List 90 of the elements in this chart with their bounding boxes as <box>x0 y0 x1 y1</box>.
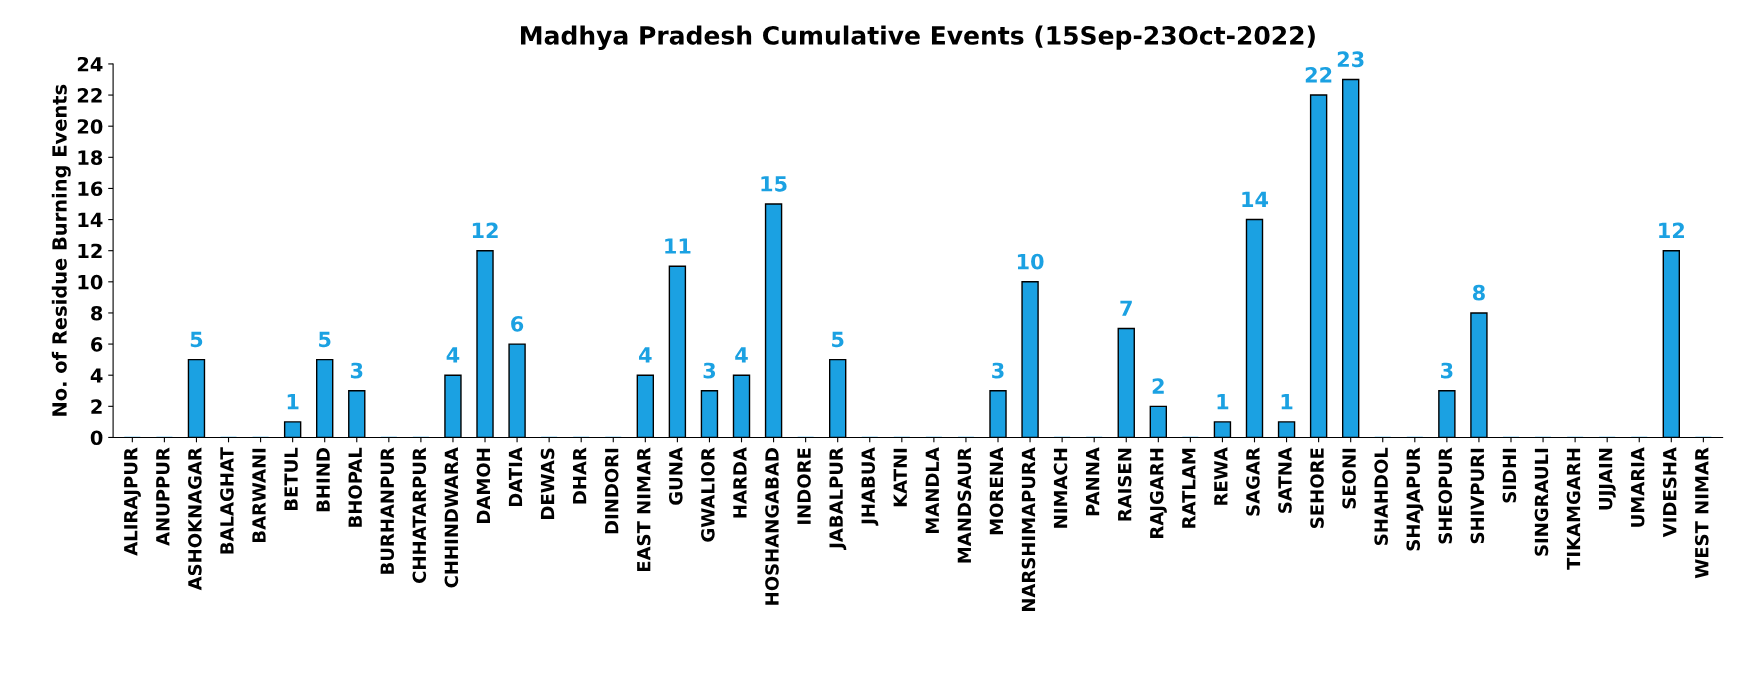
data-label: 2 <box>1152 378 1164 394</box>
x-tick-label: INDORE <box>797 448 811 524</box>
y-tick-label: 6 <box>91 337 103 352</box>
chart-title: Madhya Pradesh Cumulative Events (15Sep-23Oct-2022) <box>521 25 1315 50</box>
y-tick-label: 4 <box>90 368 103 383</box>
x-tick-label: MANDSAUR <box>957 447 972 563</box>
data-label: 1 <box>1217 394 1229 410</box>
y-tick-label: 20 <box>77 119 103 134</box>
x-tick-label: REWA <box>1214 447 1228 505</box>
x-tick-label: JHABUA <box>861 447 879 526</box>
x-tick-label: VIDESHA <box>1662 447 1677 538</box>
x-tick-label: DHAR <box>573 447 587 504</box>
y-tick-label: 0 <box>90 430 103 446</box>
x-tick-label: GUNA <box>668 447 683 505</box>
data-label: 5 <box>319 331 331 348</box>
data-label: 5 <box>190 331 203 348</box>
x-tick-label: CHHATARPUR <box>412 447 427 583</box>
x-tick-label: BHOPAL <box>348 447 363 527</box>
y-tick-label: 2 <box>91 399 102 414</box>
x-tick-label: RATLAM <box>1182 448 1196 528</box>
data-label: 1 <box>1281 394 1293 410</box>
data-label: 7 <box>1120 300 1132 316</box>
y-tick-label: 22 <box>77 88 102 103</box>
data-label: 3 <box>992 362 1004 379</box>
y-axis-title: No. of Residue Burning Events <box>51 84 71 416</box>
x-tick-label: DAMOH <box>476 448 491 523</box>
x-tick-label: RAJGARH <box>1149 448 1167 538</box>
y-tick-label: 18 <box>78 150 103 165</box>
x-tick-label: UMARIA <box>1631 447 1645 527</box>
x-tick-label: BETUL <box>284 447 298 511</box>
data-label: 14 <box>1242 191 1269 207</box>
data-label: 5 <box>832 331 844 348</box>
x-tick-label: SHIVPURI <box>1470 448 1485 544</box>
x-tick-label: BARWANI <box>252 448 266 543</box>
x-tick-label: DINDORI <box>604 448 619 534</box>
x-tick-label: DATIA <box>508 447 523 507</box>
x-tick-label: JABALPUR <box>829 447 847 550</box>
x-tick-label: BHIND <box>316 448 330 512</box>
data-label: 6 <box>511 315 524 332</box>
x-tick-label: NARSHIMAPURA <box>1021 447 1036 612</box>
x-tick-label: SIDHI <box>1502 448 1517 503</box>
x-tick-label: GWALIOR <box>701 447 715 542</box>
data-label: 3 <box>703 362 716 379</box>
x-tick-label: TIKAMGARH <box>1566 448 1581 570</box>
y-tick-label: 10 <box>78 274 103 290</box>
x-tick-label: MANDLA <box>925 447 939 534</box>
x-tick-label: SHAJAPUR <box>1406 447 1424 551</box>
x-tick-label: NIMACH <box>1053 448 1068 528</box>
data-label: 12 <box>472 222 498 239</box>
x-tick-label: RAISEN <box>1117 448 1132 521</box>
x-tick-label: MORENA <box>989 447 1004 535</box>
x-tick-label: SAGAR <box>1246 447 1260 516</box>
data-label: 4 <box>639 347 652 363</box>
data-label: 10 <box>1017 253 1044 270</box>
x-tick-label: CHHINDWARA <box>444 447 459 588</box>
x-tick-label: UJJAIN <box>1599 448 1616 510</box>
x-tick-label: PANNA <box>1086 447 1100 516</box>
x-tick-label: SHAHDOL <box>1374 447 1388 545</box>
data-label: 4 <box>446 347 460 363</box>
data-label: 3 <box>350 362 363 379</box>
data-label: 22 <box>1305 66 1332 83</box>
data-label: 1 <box>287 394 299 410</box>
data-label: 15 <box>761 176 787 192</box>
data-label: 11 <box>665 238 691 254</box>
x-tick-label: BALAGHAT <box>220 447 234 554</box>
y-tick-label: 8 <box>91 305 103 321</box>
data-label: 12 <box>1659 222 1684 239</box>
x-tick-label: HOSHANGABAD <box>765 448 779 605</box>
x-tick-label: DEWAS <box>540 448 555 519</box>
x-tick-label: ALIRAJPUR <box>124 447 141 556</box>
x-tick-label: SEONI <box>1342 448 1356 509</box>
data-label: 4 <box>735 347 748 363</box>
x-tick-label: HARDA <box>733 447 747 518</box>
x-tick-label: WEST NIMAR <box>1694 447 1709 579</box>
x-tick-label: SHEOPUR <box>1438 447 1453 544</box>
x-tick-label: EAST NIMAR <box>636 447 651 572</box>
x-tick-label: KATNI <box>893 448 907 507</box>
x-tick-label: ASHOKNAGAR <box>188 447 202 591</box>
y-tick-label: 16 <box>78 181 103 197</box>
y-tick-label: 24 <box>77 56 103 72</box>
x-tick-label: ANUPPUR <box>156 447 170 546</box>
x-tick-label: SINGRAULI <box>1534 448 1549 556</box>
data-label: 23 <box>1337 51 1364 68</box>
y-tick-label: 12 <box>78 243 102 259</box>
x-tick-label: SATNA <box>1278 447 1292 513</box>
x-tick-label: BURHANPUR <box>380 447 395 574</box>
y-tick-label: 14 <box>78 212 103 227</box>
data-label: 8 <box>1472 284 1485 301</box>
x-tick-label: SEHORE <box>1310 448 1324 528</box>
data-label: 3 <box>1441 362 1453 379</box>
